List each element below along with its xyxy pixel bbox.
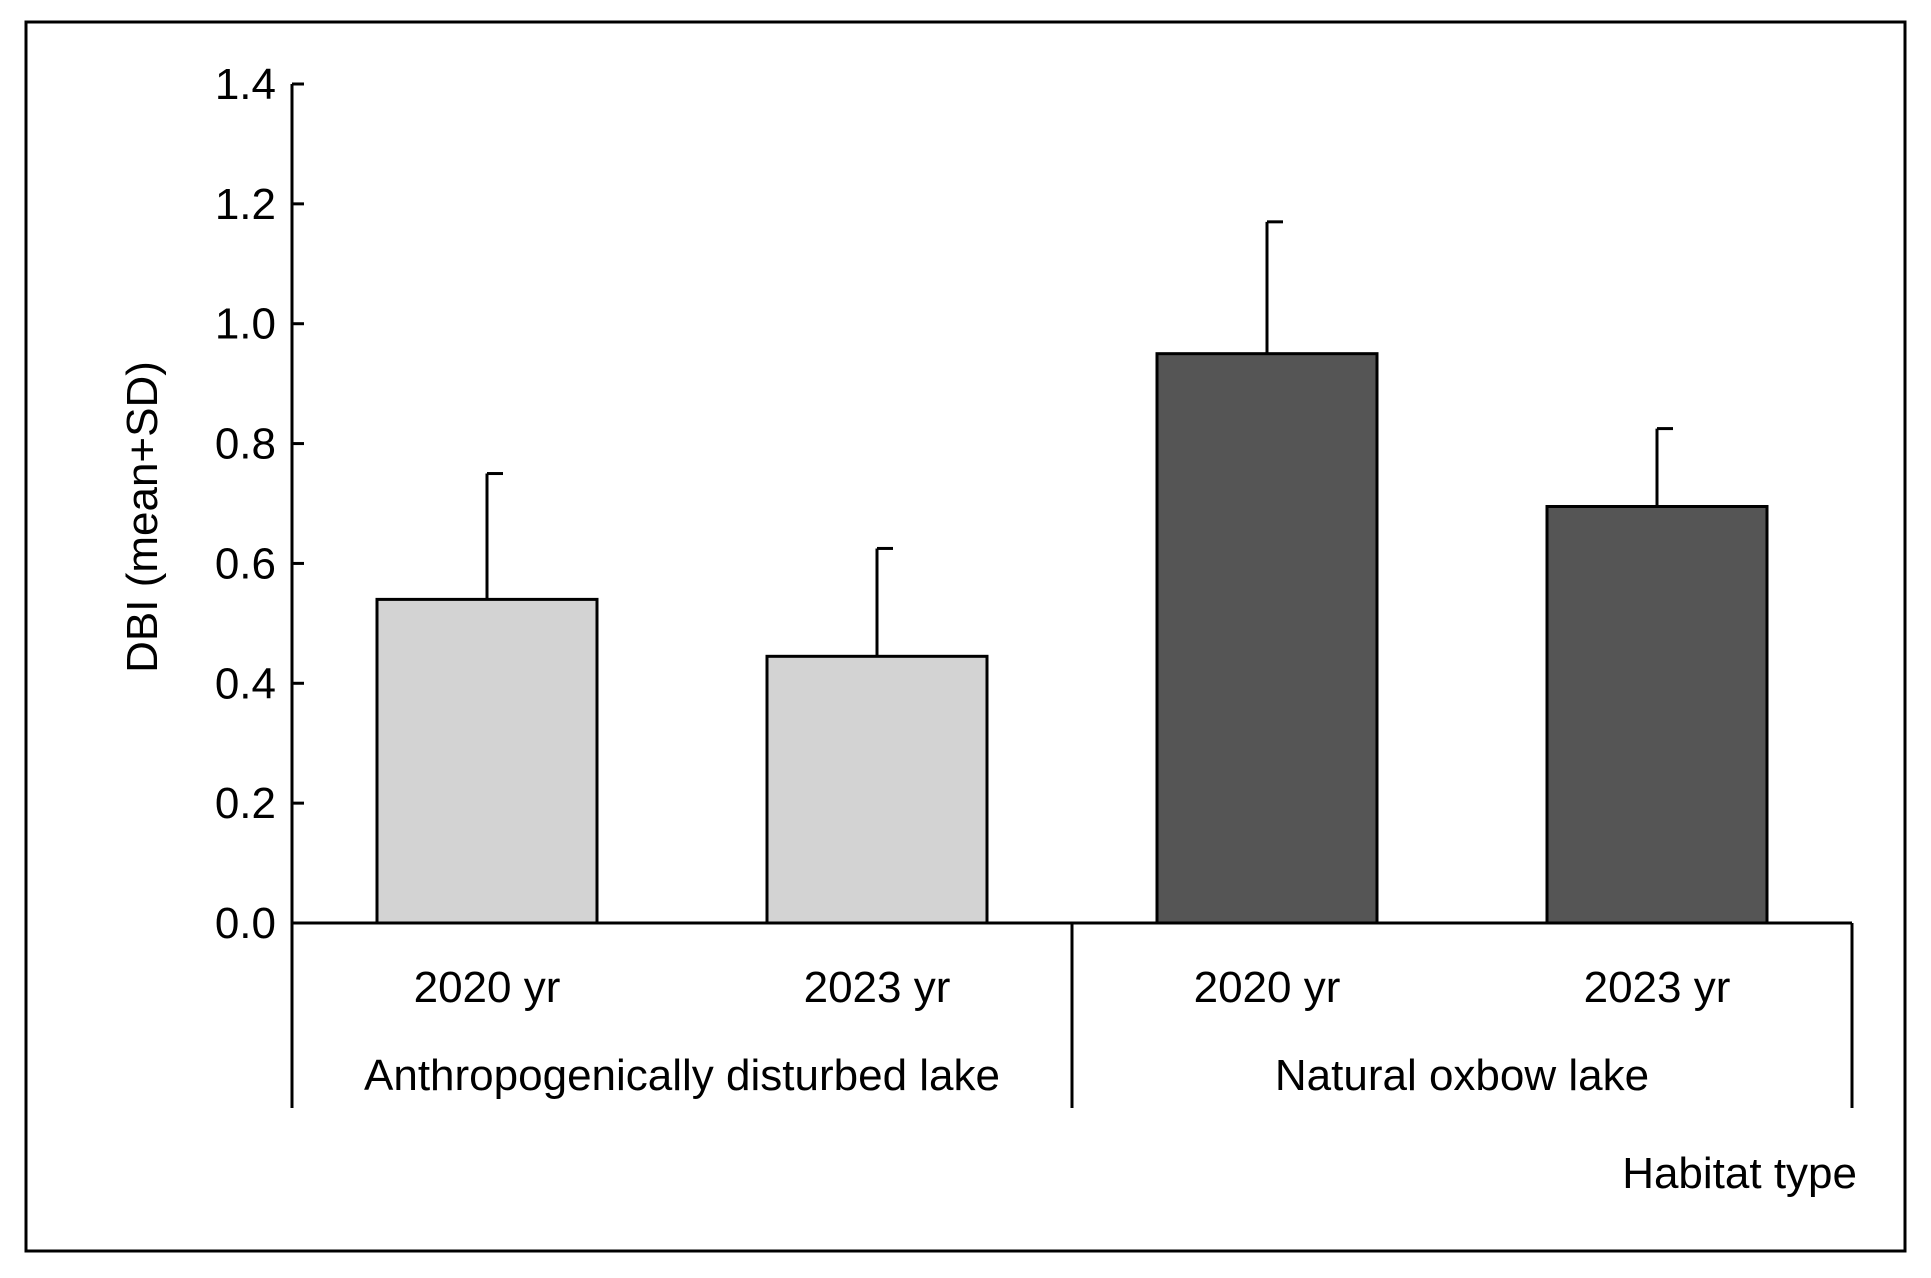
bar bbox=[375, 597, 599, 925]
group-label: Natural oxbow lake bbox=[1275, 1051, 1649, 1100]
x-axis-label: Habitat type bbox=[1622, 1149, 1857, 1198]
y-tick-label: 1.0 bbox=[215, 300, 276, 349]
y-tick-label: 0.0 bbox=[215, 899, 276, 948]
category-label: 2020 yr bbox=[1194, 963, 1341, 1012]
bar bbox=[765, 654, 989, 925]
bar bbox=[1155, 352, 1379, 925]
y-tick-label: 1.4 bbox=[215, 60, 276, 109]
bar bbox=[1545, 504, 1769, 925]
category-label: 2023 yr bbox=[804, 963, 951, 1012]
y-axis-label: DBI (mean+SD) bbox=[118, 361, 167, 673]
y-tick-label: 0.4 bbox=[215, 659, 276, 708]
group-label: Anthropogenically disturbed lake bbox=[364, 1051, 1000, 1100]
y-tick-label: 0.6 bbox=[215, 539, 276, 588]
y-tick-label: 0.8 bbox=[215, 420, 276, 469]
category-label: 2023 yr bbox=[1584, 963, 1731, 1012]
y-tick-label: 1.2 bbox=[215, 180, 276, 229]
category-label: 2020 yr bbox=[414, 963, 561, 1012]
y-tick-label: 0.2 bbox=[215, 779, 276, 828]
